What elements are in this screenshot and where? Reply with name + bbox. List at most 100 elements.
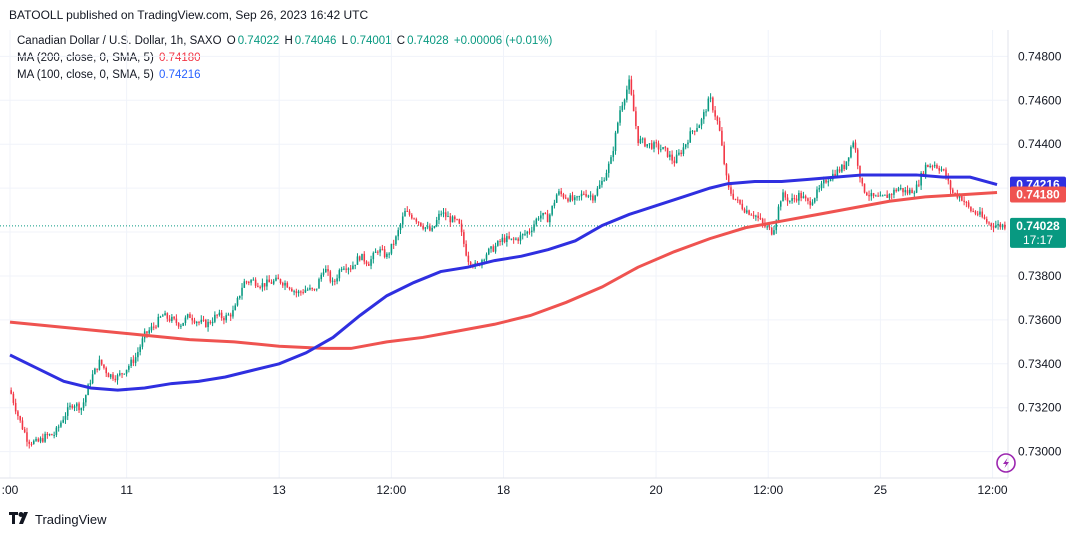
candle-body <box>35 438 37 441</box>
candle-body <box>845 161 848 170</box>
candle-body <box>422 226 424 229</box>
candle-body <box>171 316 173 321</box>
candle-body <box>836 169 839 177</box>
candle-body <box>42 438 44 442</box>
candle-body <box>549 214 551 223</box>
candle-body <box>773 230 775 235</box>
candle-body <box>521 234 524 236</box>
candle-body <box>361 253 363 261</box>
candle-body <box>963 200 965 202</box>
candle-body <box>863 183 866 193</box>
candle-body <box>890 194 893 196</box>
candle-body <box>587 195 590 197</box>
candle-body <box>528 231 531 233</box>
candle-body <box>297 291 300 294</box>
close-label: C <box>396 35 406 47</box>
candle-body <box>96 368 98 370</box>
candle-body <box>918 184 920 186</box>
x-tick-label: 25 <box>874 483 888 497</box>
candle-body <box>487 248 490 255</box>
candle-body <box>553 202 556 206</box>
candle-body <box>825 180 827 183</box>
candle-body <box>137 351 139 358</box>
candle-body <box>639 138 642 144</box>
price-badge-value: 0.74216 <box>1016 178 1060 192</box>
tradingview-footer[interactable]: TradingView <box>9 512 107 527</box>
candle-body <box>116 375 119 381</box>
candle-body <box>69 405 71 408</box>
candle-body <box>558 191 560 195</box>
ma200-label: MA (200, close, 0, SMA, 5) <box>17 52 154 64</box>
candle-body <box>447 216 449 218</box>
candle-body <box>687 142 689 145</box>
candle-body <box>114 378 117 381</box>
candle-body <box>193 320 196 323</box>
candle-body <box>386 253 388 258</box>
candle-body <box>972 211 974 213</box>
candle-body <box>57 426 60 428</box>
candle-body <box>200 319 203 323</box>
price-badge-value: 0.74180 <box>1016 188 1060 202</box>
candle-body <box>12 393 15 403</box>
candle-body <box>291 288 293 292</box>
candle-body <box>30 443 33 445</box>
candle-body <box>560 191 562 195</box>
candle-body <box>175 318 178 323</box>
candle-body <box>764 222 766 227</box>
candle-body <box>100 359 103 365</box>
candle-body <box>671 154 673 161</box>
candle-body <box>673 160 676 164</box>
candle-body <box>897 188 900 192</box>
candle-body <box>619 110 621 123</box>
candle-body <box>748 210 750 215</box>
candle-body <box>530 230 533 233</box>
candle-body <box>279 279 282 283</box>
candle-body <box>318 279 320 289</box>
candle-body <box>684 144 687 148</box>
candle-body <box>669 154 671 157</box>
candle-body <box>822 180 825 184</box>
x-tick-label: 12:00 <box>753 483 783 497</box>
candle-body <box>981 211 984 217</box>
candle-body <box>985 219 988 223</box>
candle-body <box>198 322 200 324</box>
candle-body <box>71 405 74 408</box>
candle-body <box>60 422 62 427</box>
candle-body <box>288 287 291 289</box>
candle-body <box>750 214 753 216</box>
countdown-label: 17:17 <box>1023 233 1053 247</box>
candle-body <box>847 157 850 162</box>
candle-body <box>356 256 359 265</box>
candle-body <box>349 268 352 270</box>
candle-body <box>39 438 42 442</box>
candle-body <box>537 218 540 220</box>
candle-body <box>275 277 277 281</box>
candle-body <box>150 326 153 331</box>
candle-body <box>680 152 682 154</box>
candle-body <box>970 206 972 212</box>
candle-body <box>598 184 601 189</box>
candle-body <box>499 240 501 242</box>
candle-body <box>859 165 861 179</box>
candle-body <box>811 202 814 206</box>
candle-body <box>904 190 907 193</box>
candle-body <box>23 429 26 433</box>
candle-body <box>469 261 472 266</box>
candle-body <box>66 407 69 416</box>
candle-body <box>843 164 845 170</box>
candle-body <box>709 97 712 99</box>
candle-body <box>148 330 151 334</box>
candle-body <box>435 220 438 227</box>
close-value: 0.74028 <box>407 35 449 47</box>
candle-body <box>707 98 710 112</box>
candle-body <box>431 227 433 231</box>
candle-body <box>736 199 739 201</box>
candle-body <box>920 172 922 186</box>
candle-body <box>105 367 107 374</box>
candle-body <box>976 213 979 215</box>
candle-body <box>345 268 347 270</box>
candle-body <box>132 359 135 363</box>
candle-body <box>732 193 735 199</box>
candle-body <box>300 291 302 293</box>
